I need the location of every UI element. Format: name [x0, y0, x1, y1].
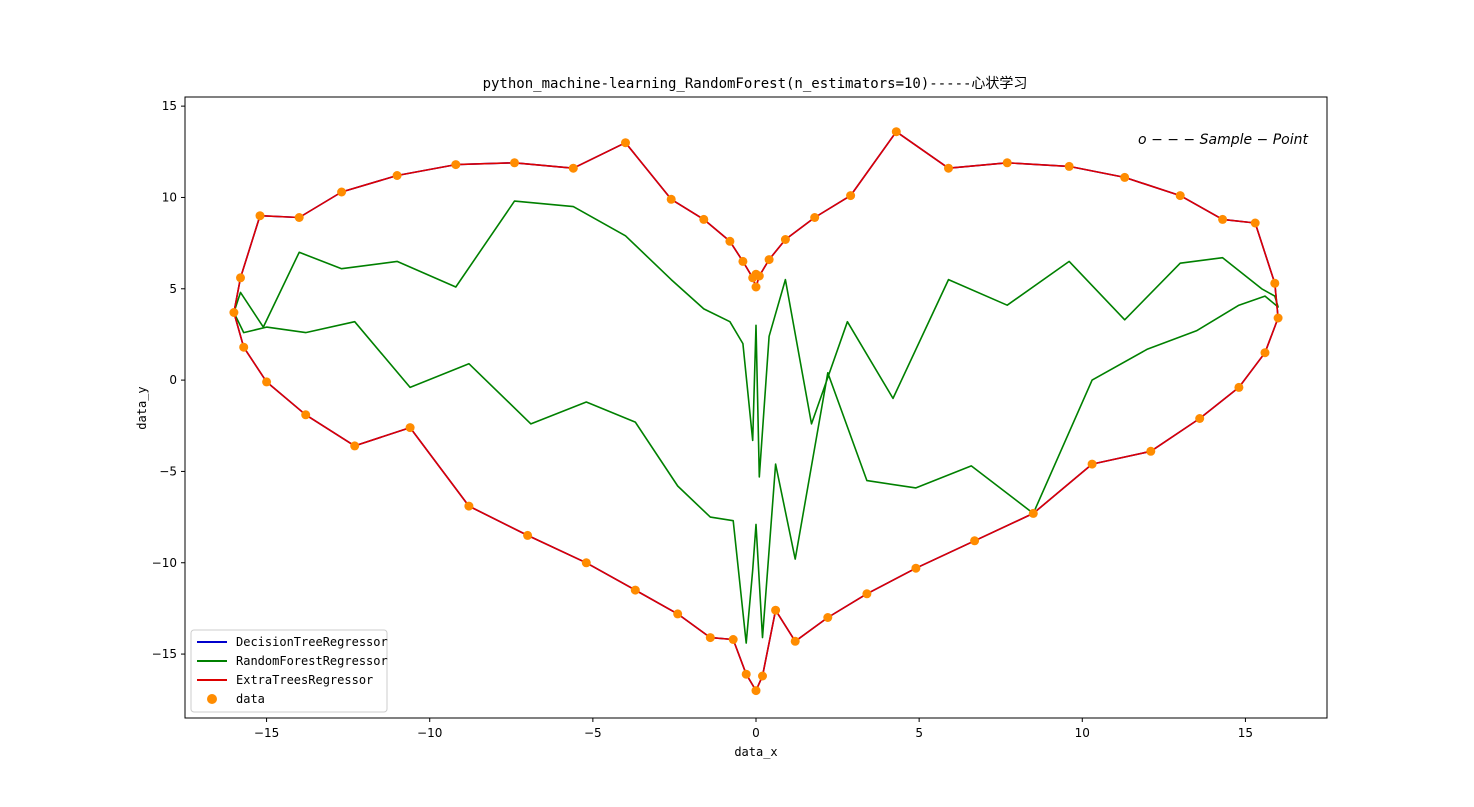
y-tick-label: 15 — [162, 99, 177, 113]
data-point — [236, 273, 245, 283]
data-point — [337, 187, 347, 197]
data-point — [666, 194, 676, 204]
data-point — [705, 633, 715, 643]
data-point — [751, 282, 761, 292]
data-point — [699, 214, 709, 224]
data-point — [970, 536, 980, 546]
data-point — [451, 160, 461, 170]
data-point — [392, 171, 402, 180]
data-point — [621, 138, 630, 148]
legend-label-data: data — [236, 692, 265, 706]
x-axis-label: data_x — [734, 745, 777, 759]
data-point — [1146, 446, 1156, 456]
data-point — [771, 605, 781, 615]
data-point — [301, 410, 311, 420]
data-point — [1273, 313, 1283, 323]
y-tick-label: 5 — [169, 282, 177, 296]
data-point — [239, 342, 249, 352]
data-point — [262, 377, 272, 387]
x-tick-label: 10 — [1075, 726, 1090, 740]
x-tick-label: 15 — [1238, 726, 1253, 740]
data-point — [764, 255, 774, 265]
y-tick-label: −15 — [152, 647, 177, 661]
data-point — [725, 236, 735, 246]
data-point — [464, 501, 474, 511]
data-point — [741, 669, 751, 679]
x-tick-label: −10 — [417, 726, 442, 740]
data-point — [911, 563, 921, 573]
data-point — [758, 671, 767, 681]
y-tick-label: −5 — [159, 464, 177, 478]
series-line-extratreesregressor — [233, 130, 1279, 692]
y-tick-label: 10 — [162, 190, 177, 204]
data-point — [1250, 218, 1260, 228]
data-point — [229, 308, 239, 317]
data-point — [780, 235, 790, 244]
data-point — [673, 609, 683, 619]
chart-title: python_machine-learning_RandomForest(n_e… — [483, 76, 1028, 92]
data-point — [846, 191, 856, 201]
y-tick-label: −10 — [152, 556, 177, 570]
data-point — [1270, 278, 1280, 288]
y-axis-ticks: −15 −10 −5 0 5 10 15 — [152, 99, 185, 661]
data-point — [862, 589, 872, 599]
x-tick-label: −5 — [584, 726, 602, 740]
data-point — [1028, 508, 1038, 518]
data-point — [751, 686, 761, 696]
data-point — [728, 635, 738, 644]
series-line-decisiontreeregressor — [233, 130, 1279, 692]
data-point — [1087, 459, 1097, 469]
x-axis-ticks: −15 −10 −5 0 5 10 15 — [254, 718, 1253, 740]
data-point — [1260, 348, 1270, 358]
legend-swatch-data — [207, 694, 217, 704]
legend-label-decision-tree: DecisionTreeRegressor — [236, 635, 388, 649]
data-point — [738, 256, 748, 266]
plot-points — [229, 127, 1283, 696]
data-point — [823, 613, 833, 622]
data-point — [294, 213, 304, 222]
x-tick-label: −15 — [254, 726, 279, 740]
data-point — [255, 211, 265, 221]
y-tick-label: 0 — [169, 373, 177, 387]
plot-frame — [184, 96, 1328, 719]
data-point — [523, 530, 533, 540]
data-point — [510, 158, 519, 168]
data-point — [405, 423, 415, 433]
legend-label-random-forest: RandomForestRegressor — [236, 654, 388, 668]
data-point — [810, 213, 820, 222]
data-point — [944, 163, 953, 173]
legend-label-extra-trees: ExtraTreesRegressor — [236, 673, 373, 687]
data-point — [891, 127, 901, 137]
series-line-randomforestregressor — [233, 200, 1279, 644]
legend: DecisionTreeRegressor RandomForestRegres… — [190, 629, 388, 713]
data-point — [1064, 161, 1074, 171]
data-point — [1195, 414, 1205, 423]
sample-point-annotation: o − − − Sample − Point — [1138, 132, 1308, 148]
data-point — [630, 585, 640, 595]
data-point — [568, 163, 578, 173]
data-point — [751, 269, 761, 279]
data-point — [581, 558, 591, 568]
data-point — [1120, 172, 1130, 182]
x-tick-label: 0 — [752, 726, 760, 740]
legend-box — [190, 629, 388, 713]
data-point — [1175, 191, 1185, 201]
data-point — [1002, 158, 1012, 168]
data-point — [1234, 382, 1244, 392]
data-point — [1218, 214, 1228, 224]
data-point — [350, 441, 360, 451]
y-axis-label: data_y — [135, 386, 149, 429]
plot-lines — [233, 130, 1279, 692]
x-tick-label: 5 — [915, 726, 923, 740]
data-point — [790, 636, 800, 646]
